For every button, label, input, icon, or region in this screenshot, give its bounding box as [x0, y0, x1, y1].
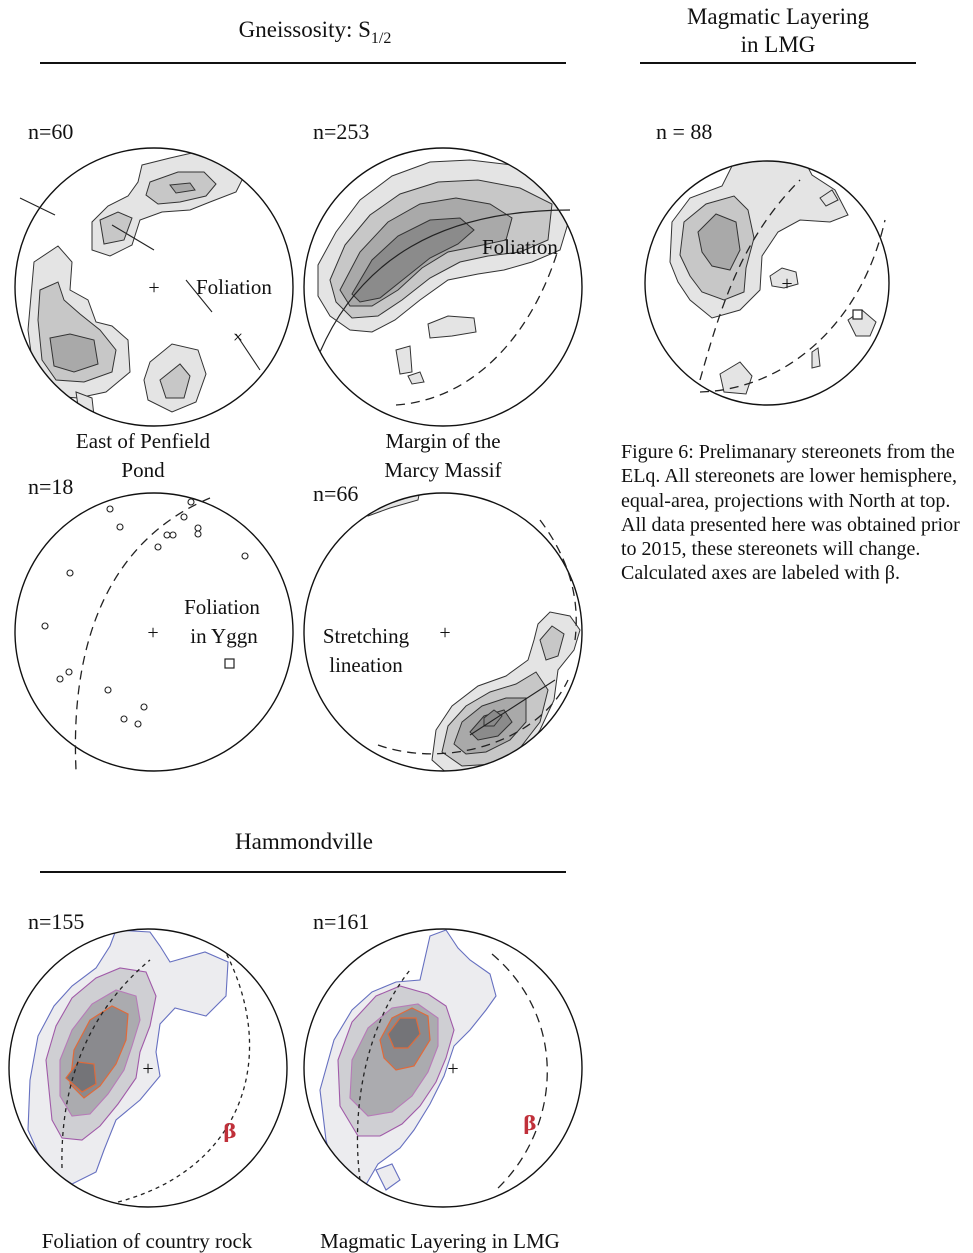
- n-count-label: n=155: [28, 909, 84, 934]
- inner-label-line1: Foliation: [184, 595, 260, 619]
- stereonet-lmg-layering: n=161 + β Magmatic Layering in LMG: [304, 909, 582, 1253]
- magmatic-title-line2: in LMG: [741, 32, 816, 57]
- svg-text:+: +: [781, 273, 792, 295]
- caption: Magmatic Layering in LMG: [320, 1229, 560, 1253]
- svg-text:×: ×: [233, 327, 243, 347]
- stereonet-stretching: n=66 + Stretching lineation: [304, 481, 582, 778]
- beta-axis-label: β: [523, 1111, 536, 1135]
- density-contours: [318, 160, 572, 384]
- stereonet-yggn: n=18 + Foliation in Yggn: [15, 474, 293, 771]
- inner-label-line1: Stretching: [323, 624, 410, 648]
- hammondville-title: Hammondville: [235, 829, 373, 854]
- svg-text:+: +: [447, 1058, 458, 1080]
- inner-label-line2: in Yggn: [190, 624, 258, 648]
- caption-line1: Margin of the: [385, 429, 500, 453]
- density-contours: [320, 930, 496, 1196]
- svg-text:+: +: [439, 622, 450, 644]
- inner-label-line2: lineation: [329, 653, 403, 677]
- density-contours: [28, 930, 228, 1184]
- svg-text:+: +: [148, 277, 159, 299]
- n-count-label: n = 88: [656, 119, 712, 144]
- svg-text:+: +: [142, 1058, 153, 1080]
- magmatic-title-line1: Magmatic Layering: [687, 4, 870, 29]
- inner-label: Foliation: [196, 275, 272, 299]
- n-count-label: n=253: [313, 119, 369, 144]
- caption: Foliation of country rock: [42, 1229, 253, 1253]
- n-count-label: n=161: [313, 909, 369, 934]
- caption-line2: Marcy Massif: [384, 458, 501, 482]
- stereonet-lmg: n = 88 +: [645, 119, 889, 405]
- density-contours: [670, 150, 876, 394]
- gneissosity-title: Gneissosity: S1/2: [239, 17, 392, 47]
- inner-label: Foliation: [482, 235, 558, 259]
- caption-line1: East of Penfield: [76, 429, 211, 453]
- n-count-label: n=66: [313, 481, 358, 506]
- figure-caption: Figure 6: Prelimanary stereonets from th…: [621, 440, 971, 586]
- svg-text:+: +: [147, 622, 158, 644]
- stereonet-marcy: n=253 Foliation Margin of the Marcy Mass…: [304, 119, 582, 482]
- caption-line2: Pond: [121, 458, 165, 482]
- stereonet-penfield: n=60 + × Foliation East of Penfield Pond: [15, 119, 293, 482]
- stereonet-country-rock: n=155 + β Foliation of country rock: [9, 909, 287, 1253]
- n-count-label: n=18: [28, 474, 73, 499]
- n-count-label: n=60: [28, 119, 73, 144]
- beta-axis-label: β: [223, 1119, 236, 1143]
